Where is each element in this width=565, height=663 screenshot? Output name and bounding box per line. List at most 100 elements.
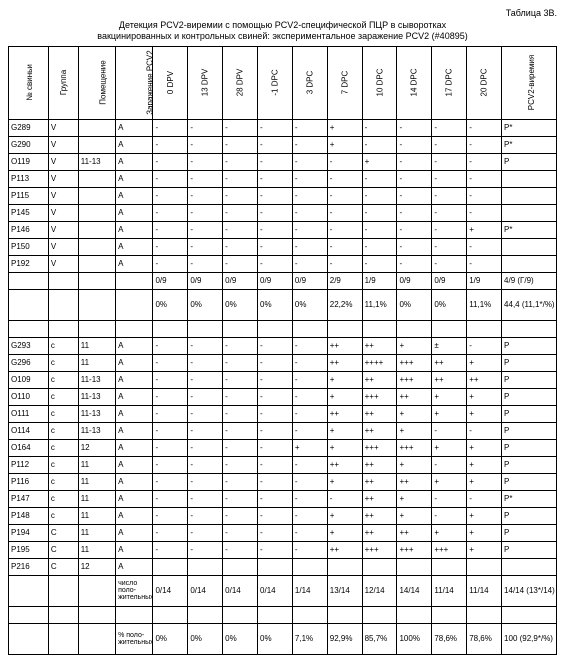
- table-row: P147c11A------+++--P*: [9, 490, 557, 507]
- table-row: G293c11A-----+++++±-P: [9, 337, 557, 354]
- cell: [188, 320, 223, 337]
- cell: 11: [78, 524, 115, 541]
- cell: O111: [9, 405, 49, 422]
- cell: A: [116, 388, 153, 405]
- cell: [78, 170, 115, 187]
- cell: [292, 606, 327, 623]
- cell: [502, 187, 557, 204]
- cell: ++: [397, 473, 432, 490]
- cell: -: [467, 255, 502, 272]
- cell: -: [258, 221, 293, 238]
- col-header: 28 DPV: [223, 46, 258, 119]
- cell: +: [327, 388, 362, 405]
- cell: c: [48, 439, 78, 456]
- cell: -: [223, 119, 258, 136]
- data-table: № свиньиГруппаПомещениеЗаражение PCV20 D…: [8, 46, 557, 655]
- cell: 11/14: [432, 575, 467, 606]
- cell: -: [258, 119, 293, 136]
- cell: 11-13: [78, 405, 115, 422]
- cell: -: [258, 204, 293, 221]
- cell: 0/14: [258, 575, 293, 606]
- cell: -: [223, 422, 258, 439]
- cell: P216: [9, 558, 49, 575]
- cell: -: [432, 119, 467, 136]
- cell: -: [258, 238, 293, 255]
- cell: [188, 558, 223, 575]
- cell: 12: [78, 439, 115, 456]
- cell: O110: [9, 388, 49, 405]
- cell: -: [153, 405, 188, 422]
- cell: 0/9: [223, 272, 258, 289]
- cell: ++: [432, 354, 467, 371]
- cell: c: [48, 371, 78, 388]
- cell: P192: [9, 255, 49, 272]
- cell: [502, 170, 557, 187]
- cell: -: [153, 473, 188, 490]
- cell: -: [188, 337, 223, 354]
- cell: -: [327, 490, 362, 507]
- col-header: 10 DPC: [362, 46, 397, 119]
- cell: [467, 558, 502, 575]
- cell: ++++: [362, 354, 397, 371]
- cell: -: [188, 524, 223, 541]
- table-row: P146VA---------+P*: [9, 221, 557, 238]
- cell: ++: [327, 541, 362, 558]
- cell: -: [188, 388, 223, 405]
- cell: P: [502, 524, 557, 541]
- cell: -: [188, 221, 223, 238]
- cell: [48, 272, 78, 289]
- cell: -: [188, 238, 223, 255]
- cell: [78, 204, 115, 221]
- caption-line2: вакцинированных и контрольных свиней: эк…: [97, 31, 467, 41]
- cell: [9, 575, 49, 606]
- cell: -: [362, 238, 397, 255]
- cell: A: [116, 473, 153, 490]
- col-header: 20 DPC: [467, 46, 502, 119]
- cell: 11: [78, 337, 115, 354]
- cell: -: [153, 153, 188, 170]
- header-row: № свиньиГруппаПомещениеЗаражение PCV20 D…: [9, 46, 557, 119]
- cell: -: [223, 153, 258, 170]
- cell: A: [116, 422, 153, 439]
- cell: [397, 606, 432, 623]
- cell: ++: [397, 524, 432, 541]
- cell: -: [188, 456, 223, 473]
- cell: 14/14 (13*/14): [502, 575, 557, 606]
- cell: [116, 320, 153, 337]
- cell: -: [223, 221, 258, 238]
- cell: 0/14: [153, 575, 188, 606]
- cell: -: [467, 136, 502, 153]
- cell: [78, 255, 115, 272]
- cell: -: [292, 473, 327, 490]
- cell: P145: [9, 204, 49, 221]
- cell: ++: [362, 456, 397, 473]
- cell: G293: [9, 337, 49, 354]
- cell: -: [188, 204, 223, 221]
- col-header: Помещение: [78, 46, 115, 119]
- cell: -: [223, 187, 258, 204]
- cell: 0%: [397, 289, 432, 320]
- cell: 0%: [153, 623, 188, 654]
- cell: ++: [327, 337, 362, 354]
- cell: -: [258, 255, 293, 272]
- cell: -: [153, 490, 188, 507]
- cell: [78, 575, 115, 606]
- table-row: P216C12A: [9, 558, 557, 575]
- cell: [223, 320, 258, 337]
- cell: -: [327, 204, 362, 221]
- table-row: P195C11A-----++++++++++++P: [9, 541, 557, 558]
- cell: A: [116, 187, 153, 204]
- cell: 12: [78, 558, 115, 575]
- cell: -: [292, 524, 327, 541]
- cell: [292, 558, 327, 575]
- cell: -: [258, 136, 293, 153]
- cell: A: [116, 541, 153, 558]
- col-header: 7 DPC: [327, 46, 362, 119]
- cell: -: [397, 204, 432, 221]
- cell: 22,2%: [327, 289, 362, 320]
- cell: [78, 320, 115, 337]
- cell: -: [432, 170, 467, 187]
- cell: -: [432, 221, 467, 238]
- cell: G296: [9, 354, 49, 371]
- summary-label: % поло-жительных: [116, 623, 153, 654]
